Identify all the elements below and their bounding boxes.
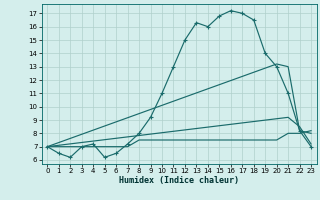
X-axis label: Humidex (Indice chaleur): Humidex (Indice chaleur) [119, 176, 239, 185]
